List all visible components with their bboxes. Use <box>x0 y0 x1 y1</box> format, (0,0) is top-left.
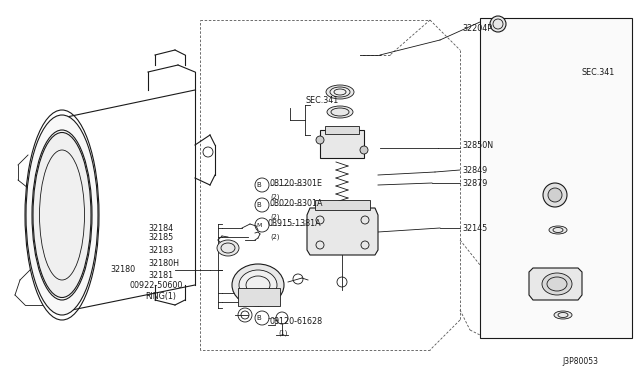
Text: 32180: 32180 <box>110 266 135 275</box>
Ellipse shape <box>326 85 354 99</box>
Text: B: B <box>257 202 261 208</box>
Text: 32849: 32849 <box>462 166 487 174</box>
Polygon shape <box>529 268 582 300</box>
Text: 32850N: 32850N <box>462 141 493 150</box>
Ellipse shape <box>217 240 239 256</box>
Text: 32145: 32145 <box>462 224 487 232</box>
Ellipse shape <box>330 87 350 97</box>
Ellipse shape <box>554 311 572 319</box>
Ellipse shape <box>33 132 91 298</box>
Circle shape <box>543 183 567 207</box>
Text: 08020-8301A: 08020-8301A <box>270 199 323 208</box>
Text: 32183: 32183 <box>148 246 173 254</box>
Bar <box>238 288 280 306</box>
Text: M: M <box>256 222 262 228</box>
Bar <box>315 200 370 210</box>
Text: B: B <box>257 182 261 188</box>
Text: 32181: 32181 <box>148 270 173 279</box>
Text: (2): (2) <box>270 234 280 240</box>
Circle shape <box>490 16 506 32</box>
Bar <box>320 130 364 158</box>
Text: 32204P: 32204P <box>462 23 492 32</box>
Text: (2): (2) <box>270 194 280 200</box>
Text: SEC.341: SEC.341 <box>582 67 615 77</box>
Ellipse shape <box>542 273 572 295</box>
Bar <box>480 18 632 338</box>
Text: (1): (1) <box>278 330 287 336</box>
Text: 32184: 32184 <box>148 224 173 232</box>
Text: 00922-50600: 00922-50600 <box>130 282 184 291</box>
Ellipse shape <box>26 115 98 315</box>
Ellipse shape <box>232 264 284 306</box>
Ellipse shape <box>239 270 277 300</box>
Text: J3P80053: J3P80053 <box>562 357 598 366</box>
Bar <box>325 126 359 134</box>
Text: 08120-61628: 08120-61628 <box>270 317 323 327</box>
Text: 08120-8301E: 08120-8301E <box>270 179 323 187</box>
Text: 32180H: 32180H <box>148 260 179 269</box>
Text: 08915-1381A: 08915-1381A <box>268 218 322 228</box>
Circle shape <box>316 136 324 144</box>
Text: RING(1): RING(1) <box>145 292 176 301</box>
Polygon shape <box>307 208 378 255</box>
Text: B: B <box>257 315 261 321</box>
Text: SEC.341: SEC.341 <box>306 96 339 105</box>
Ellipse shape <box>549 226 567 234</box>
Text: 32879: 32879 <box>462 179 488 187</box>
Circle shape <box>360 146 368 154</box>
Circle shape <box>548 188 562 202</box>
Ellipse shape <box>327 106 353 118</box>
Text: 32185: 32185 <box>148 232 173 241</box>
Text: (2): (2) <box>270 214 280 220</box>
